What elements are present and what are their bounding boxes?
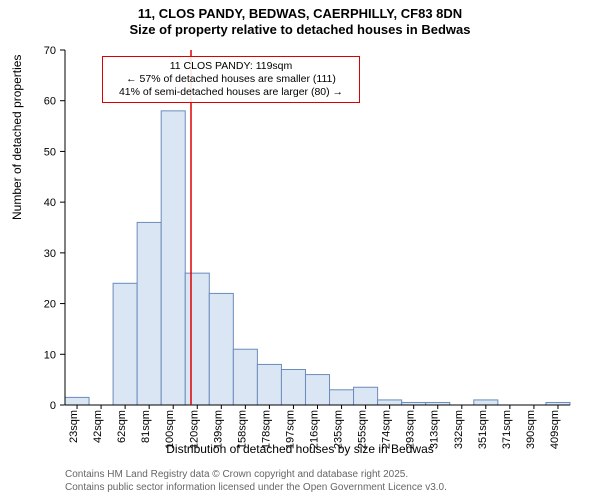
svg-text:60: 60 <box>44 96 56 108</box>
svg-text:40: 40 <box>44 197 56 209</box>
annotation-line3: 41% of semi-detached houses are larger (… <box>109 86 353 99</box>
svg-text:23sqm: 23sqm <box>68 410 80 443</box>
chart-title-line1: 11, CLOS PANDY, BEDWAS, CAERPHILLY, CF83… <box>0 6 600 21</box>
annotation-line2: ← 57% of detached houses are smaller (11… <box>109 73 353 86</box>
svg-text:62sqm: 62sqm <box>116 410 128 443</box>
chart-title-line2: Size of property relative to detached ho… <box>0 22 600 37</box>
svg-text:20: 20 <box>44 299 56 311</box>
footer-line1: Contains HM Land Registry data © Crown c… <box>65 468 447 481</box>
footer-line2: Contains public sector information licen… <box>65 481 447 494</box>
x-axis-label: Distribution of detached houses by size … <box>0 442 600 456</box>
svg-text:30: 30 <box>44 248 56 260</box>
svg-text:81sqm: 81sqm <box>140 410 152 443</box>
svg-text:70: 70 <box>44 45 56 57</box>
annotation-callout: 11 CLOS PANDY: 119sqm ← 57% of detached … <box>102 56 360 103</box>
y-axis-label: Number of detached properties <box>10 55 24 220</box>
svg-text:0: 0 <box>50 400 56 412</box>
annotation-line1: 11 CLOS PANDY: 119sqm <box>109 60 353 73</box>
svg-text:10: 10 <box>44 349 56 361</box>
svg-text:42sqm: 42sqm <box>92 410 104 443</box>
svg-text:50: 50 <box>44 146 56 158</box>
footer-attribution: Contains HM Land Registry data © Crown c… <box>65 468 447 494</box>
